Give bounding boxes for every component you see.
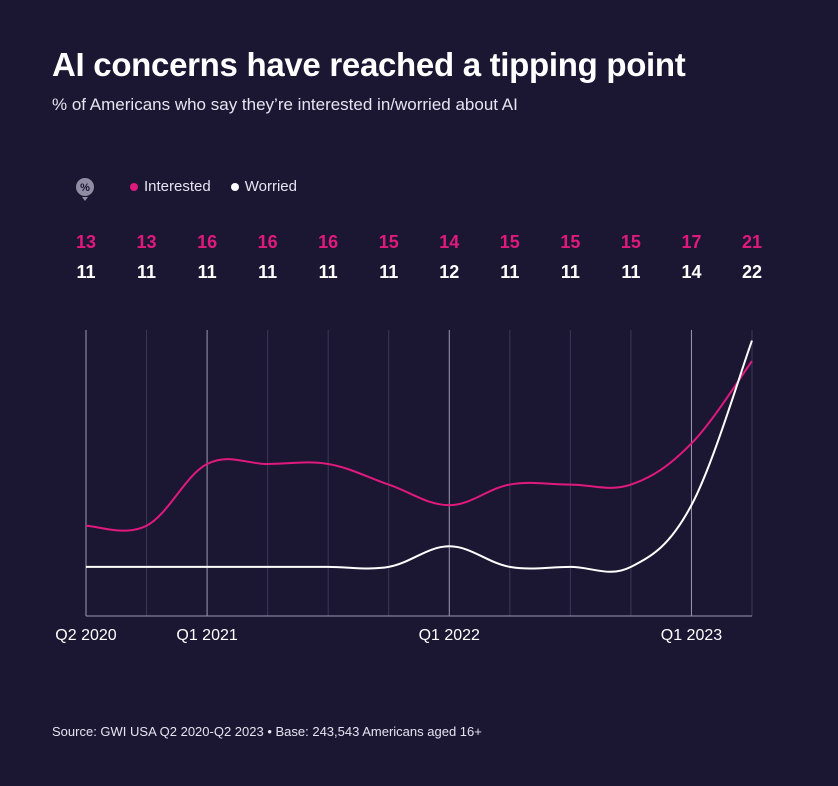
data-label-worried-10: 14 xyxy=(681,262,701,282)
data-label-interested-5: 15 xyxy=(379,232,399,252)
data-label-interested-11: 21 xyxy=(742,232,762,252)
data-label-interested-0: 13 xyxy=(76,232,96,252)
x-tick-label-q1-2023: Q1 2023 xyxy=(661,627,722,644)
x-tick-label-q1-2022: Q1 2022 xyxy=(419,627,480,644)
legend-item-worried: Worried xyxy=(230,178,297,195)
data-label-worried-9: 11 xyxy=(621,262,640,282)
data-label-interested-1: 13 xyxy=(137,232,157,252)
percent-icon: % xyxy=(76,178,94,201)
chart-title: AI concerns have reached a tipping point xyxy=(52,46,686,83)
source-note: Source: GWI USA Q2 2020-Q2 2023 • Base: … xyxy=(52,724,482,739)
data-label-interested-6: 14 xyxy=(439,232,459,252)
legend-dot-worried xyxy=(230,182,239,191)
data-label-worried-5: 11 xyxy=(379,262,398,282)
data-label-worried-4: 11 xyxy=(319,262,338,282)
data-label-interested-4: 16 xyxy=(318,232,338,252)
data-label-worried-2: 11 xyxy=(198,262,217,282)
legend-label-interested: Interested xyxy=(144,178,211,195)
legend-item-interested: Interested xyxy=(130,178,211,195)
data-label-interested-10: 17 xyxy=(681,232,701,252)
legend: Interested Worried xyxy=(130,178,297,195)
data-label-interested-3: 16 xyxy=(258,232,278,252)
data-label-worried-3: 11 xyxy=(258,262,277,282)
data-label-worried-11: 22 xyxy=(742,262,762,282)
data-label-interested-8: 15 xyxy=(560,232,580,252)
data-label-interested-9: 15 xyxy=(621,232,641,252)
data-label-worried-0: 11 xyxy=(76,262,95,282)
data-label-interested-7: 15 xyxy=(500,232,520,252)
data-label-worried-8: 11 xyxy=(561,262,580,282)
data-label-interested-2: 16 xyxy=(197,232,217,252)
svg-text:%: % xyxy=(80,182,90,194)
data-label-worried-1: 11 xyxy=(137,262,156,282)
legend-dot-interested xyxy=(130,182,138,191)
legend-label-worried: Worried xyxy=(244,178,297,195)
chart-subtitle: % of Americans who say they’re intereste… xyxy=(52,95,518,114)
data-label-worried-7: 11 xyxy=(500,262,519,282)
series-line-worried xyxy=(86,340,753,573)
x-tick-label-q2-2020: Q2 2020 xyxy=(55,627,116,644)
series-line-interested xyxy=(85,360,753,532)
data-label-worried-6: 12 xyxy=(439,262,459,282)
x-tick-label-q1-2021: Q1 2021 xyxy=(176,627,237,644)
